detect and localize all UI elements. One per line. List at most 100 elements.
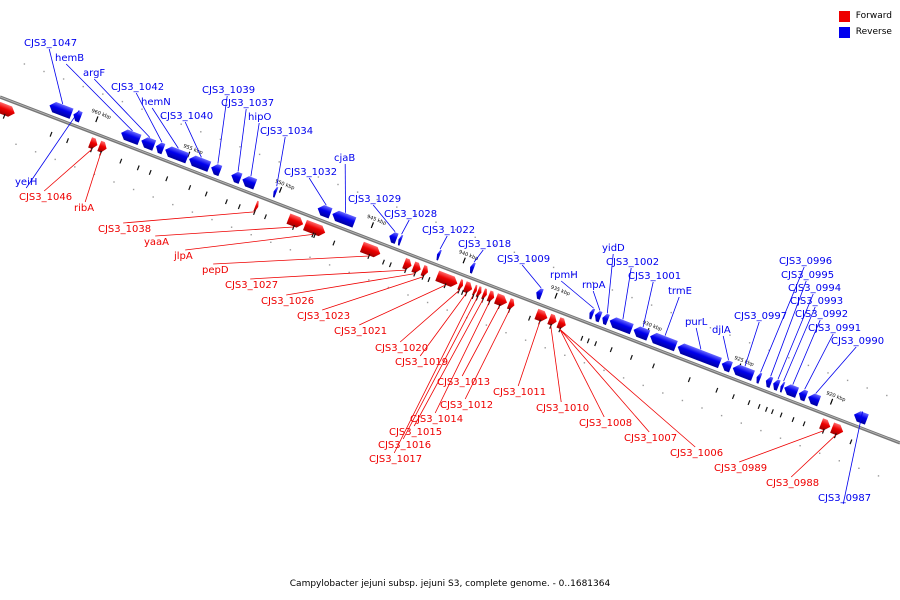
leader-line xyxy=(744,321,760,367)
gene-label-purl: purL xyxy=(685,317,708,328)
gene-label-cjs3-0987: CJS3_0987 xyxy=(818,493,871,504)
gene-label-pepd: pepD xyxy=(202,265,229,276)
gene-label-cjs3-0995: CJS3_0995 xyxy=(781,270,834,281)
gene-label-jlpa: jlpA xyxy=(173,251,193,262)
gene-cjs3-0993 xyxy=(779,381,786,393)
gene-riba xyxy=(97,140,107,153)
gene-rpmh xyxy=(589,308,596,320)
gene-cjs3-1040 xyxy=(189,155,212,172)
leader-line xyxy=(393,295,474,454)
label-leader-lines xyxy=(25,48,863,505)
leader-line xyxy=(722,335,729,360)
gene-label-cjs3-0990: CJS3_0990 xyxy=(831,336,884,347)
axis-tick: 920 kbp xyxy=(825,390,846,405)
gene-label-cjs3-1034: CJS3_1034 xyxy=(260,126,313,137)
gene-label-cjs3-0991: CJS3_0991 xyxy=(808,323,861,334)
leader-line xyxy=(155,226,294,237)
gene-label-cjs3-0988: CJS3_0988 xyxy=(766,478,819,489)
gene-label-cjs3-1010: CJS3_1010 xyxy=(536,403,589,414)
gene-label-cjs3-1026: CJS3_1026 xyxy=(261,296,314,307)
leader-line xyxy=(399,290,460,343)
leader-line xyxy=(434,302,490,414)
leader-line xyxy=(792,319,821,385)
gene-label-cjab: cjaB xyxy=(334,153,355,164)
gene-hipo xyxy=(242,176,258,190)
leader-line xyxy=(250,269,406,280)
gene-cjs3-0991 xyxy=(798,389,809,402)
gene-label-cjs3-0993: CJS3_0993 xyxy=(790,296,843,307)
gene-label-cjs3-1007: CJS3_1007 xyxy=(624,433,677,444)
leader-line xyxy=(517,321,541,387)
gene-label-cjs3-1013: CJS3_1013 xyxy=(437,377,490,388)
gene-cjs3-1008 xyxy=(556,317,566,329)
gene-cjs3-1034 xyxy=(273,186,279,198)
leader-line xyxy=(739,430,824,463)
gene-cjs3-1001 xyxy=(633,326,651,341)
gene-rnpa xyxy=(595,310,603,323)
gene-label-cjs3-1020: CJS3_1020 xyxy=(375,343,428,354)
gene-label-cjs3-1027: CJS3_1027 xyxy=(225,280,278,291)
leader-line xyxy=(123,211,255,224)
leader-line xyxy=(237,108,247,172)
gene-label-cjs3-1001: CJS3_1001 xyxy=(628,271,681,282)
gene-track xyxy=(0,101,869,445)
leader-line xyxy=(815,346,857,394)
leader-line xyxy=(560,280,594,309)
gene-cjs3-1046 xyxy=(88,137,98,149)
gene-label-cjs3-0992: CJS3_0992 xyxy=(795,309,848,320)
gene-label-cjs3-1016: CJS3_1016 xyxy=(378,440,431,451)
leader-line xyxy=(592,290,601,311)
gene-label-yidd: yidD xyxy=(602,243,625,254)
gene-cjs3-1028 xyxy=(397,234,404,246)
leader-line xyxy=(521,264,542,289)
gene-cjs3-1022 xyxy=(436,249,442,261)
axis-tick: 940 kbp xyxy=(458,249,479,264)
leader-line xyxy=(664,296,680,336)
gene-cjs3-0992 xyxy=(784,384,800,398)
leader-line xyxy=(695,327,702,350)
gene-labels: CJS3_1047 hemB argF CJS3_1042 hemN CJS3_1040 C… xyxy=(15,38,884,504)
gene-cjs3-1027 xyxy=(402,257,412,270)
gene-label-cjs3-1042: CJS3_1042 xyxy=(111,82,164,93)
gene-label-cjs3-1038: CJS3_1038 xyxy=(98,224,151,235)
leader-line xyxy=(217,95,228,164)
gene-pepd xyxy=(359,241,381,258)
gene-cjs3-1032 xyxy=(317,205,333,219)
gene-label-cjs3-1032: CJS3_1032 xyxy=(284,167,337,178)
leader-line xyxy=(419,293,467,357)
leader-line xyxy=(439,235,448,250)
gene-label-rpmh: rpmH xyxy=(550,270,578,281)
gene-label-hemb: hemB xyxy=(55,53,84,64)
gene-cjs3-0990 xyxy=(808,393,822,407)
leader-line xyxy=(790,435,836,478)
gene-cjs3-1011 xyxy=(534,308,548,322)
gene-label-hipo: hipO xyxy=(248,112,271,123)
axis-tick: 935 kbp xyxy=(550,284,571,299)
leader-line xyxy=(559,329,696,448)
leader-line xyxy=(276,136,286,187)
gene-label-cjs3-1011: CJS3_1011 xyxy=(493,387,546,398)
gene-cjs3-1019 xyxy=(462,281,473,293)
gene-label-cjs3-1009: CJS3_1009 xyxy=(497,254,550,265)
gene-hemn xyxy=(165,146,190,164)
leader-line xyxy=(359,284,446,326)
axis-tick-label: 925 kbp xyxy=(733,355,754,368)
gene-label-cjs3-1012: CJS3_1012 xyxy=(440,400,493,411)
legend-reverse-label: Reverse xyxy=(855,27,892,37)
gene-cjs3-1047 xyxy=(49,101,74,119)
gene-cjs3-1016 xyxy=(475,286,482,298)
gene-label-cjs3-1002: CJS3_1002 xyxy=(606,257,659,268)
gene-label-argf: argF xyxy=(83,68,105,79)
leader-line xyxy=(135,92,163,143)
leader-line xyxy=(622,267,632,320)
gene-label-cjs3-1017: CJS3_1017 xyxy=(369,454,422,465)
leader-line xyxy=(606,253,614,314)
leader-line xyxy=(402,297,478,440)
gene-label-cjs3-0997: CJS3_0997 xyxy=(734,311,787,322)
gene-cjs3-1021 xyxy=(435,270,458,287)
gene-label-cjs3-0994: CJS3_0994 xyxy=(788,283,841,294)
leader-line xyxy=(413,299,484,427)
leader-line xyxy=(804,333,834,390)
gene-label-cjs3-1037: CJS3_1037 xyxy=(221,98,274,109)
